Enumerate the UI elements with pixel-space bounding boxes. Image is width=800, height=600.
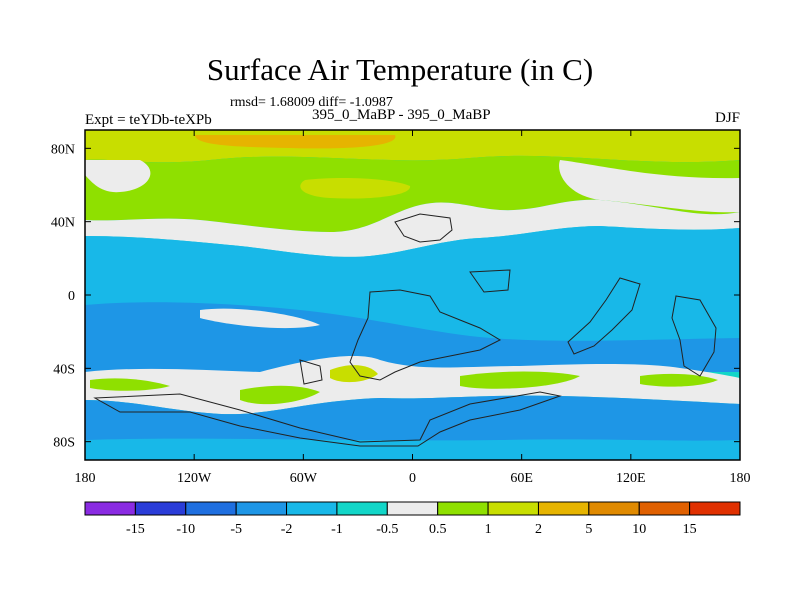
axis-ticks: 180 120W 60W 0 60E 120E 180 80N 40N 0 40S 80S [51,130,751,486]
x-tick-label: 120E [616,471,646,486]
outline-south-patch [299,359,323,385]
colorbar-label: -5 [230,522,242,537]
x-tick-label: 120W [177,471,212,486]
outline-island [469,269,511,293]
x-tick-label: 180 [730,471,751,486]
colorbar-label: -1 [331,522,343,537]
colorbar-label: 5 [585,522,592,537]
north-warm-patch [300,178,411,199]
colorbar-label: 2 [535,522,542,537]
stats-text: rmsd= 1.68009 diff= -1.0987 [230,95,393,110]
colorbar-swatch [437,501,489,516]
outline-eastern-land [671,295,717,377]
x-tick-label: 60E [510,471,533,486]
experiment-label: Expt = teYDb-teXPb [85,112,212,128]
x-tick-label: 180 [75,471,96,486]
southern-warm-patch-1 [90,378,170,391]
y-tick-label: 40S [53,362,75,377]
colorbar-swatch [134,501,187,516]
season-label: DJF [714,110,740,126]
y-tick-label: 80S [53,436,75,451]
colorbar-swatch [286,501,338,516]
colorbar-label: 15 [683,522,697,537]
colorbar-label: -2 [281,522,293,537]
temperature-field [85,130,740,460]
colorbar-swatch [487,501,539,516]
outline-north-land [394,213,453,243]
colorbar-label: -0.5 [376,522,398,537]
southern-warm-patch-3 [330,365,378,383]
y-tick-label: 40N [51,216,75,231]
colorbar-label: -15 [126,522,145,537]
outline-central-land [349,289,502,381]
continent-outlines [93,213,717,447]
colorbar: -15 -10 -5 -2 -1 -0.5 0.5 1 2 5 10 15 [84,501,741,537]
colorbar-swatch [235,501,288,516]
outline-southern-land [93,391,562,447]
y-tick-label: 80N [51,142,75,157]
southern-warm-patch-4 [460,371,580,389]
y-tick-label: 0 [68,289,75,304]
colorbar-label: 1 [485,522,492,537]
neutral-patch-east [559,160,740,213]
x-tick-label: 0 [409,471,416,486]
southern-warm-patch-2 [240,385,320,405]
chart-subtitle: 395_0_MaBP - 395_0_MaBP [312,107,491,123]
colorbar-swatch [386,501,439,516]
colorbar-label: 0.5 [429,522,447,537]
colorbar-swatch [185,501,237,516]
southern-shelf [85,438,740,460]
mid-latitude-belt [85,199,740,257]
colorbar-label: 10 [632,522,646,537]
colorbar-swatch [537,501,590,516]
colorbar-swatch [689,501,741,516]
colorbar-swatch [638,501,691,516]
colorbar-swatch [588,501,640,516]
outline-eastern-arc [567,277,641,355]
chart-title: Surface Air Temperature (in C) [206,52,594,87]
arctic-warm-core [195,135,396,149]
x-tick-label: 60W [290,471,318,486]
southern-warm-patch-5 [640,373,718,387]
neutral-patch-west [85,160,151,193]
tropics-neutral-streak [200,308,320,329]
colorbar-label: -10 [176,522,195,537]
colorbar-swatch [84,501,136,516]
colorbar-swatch [336,501,388,516]
